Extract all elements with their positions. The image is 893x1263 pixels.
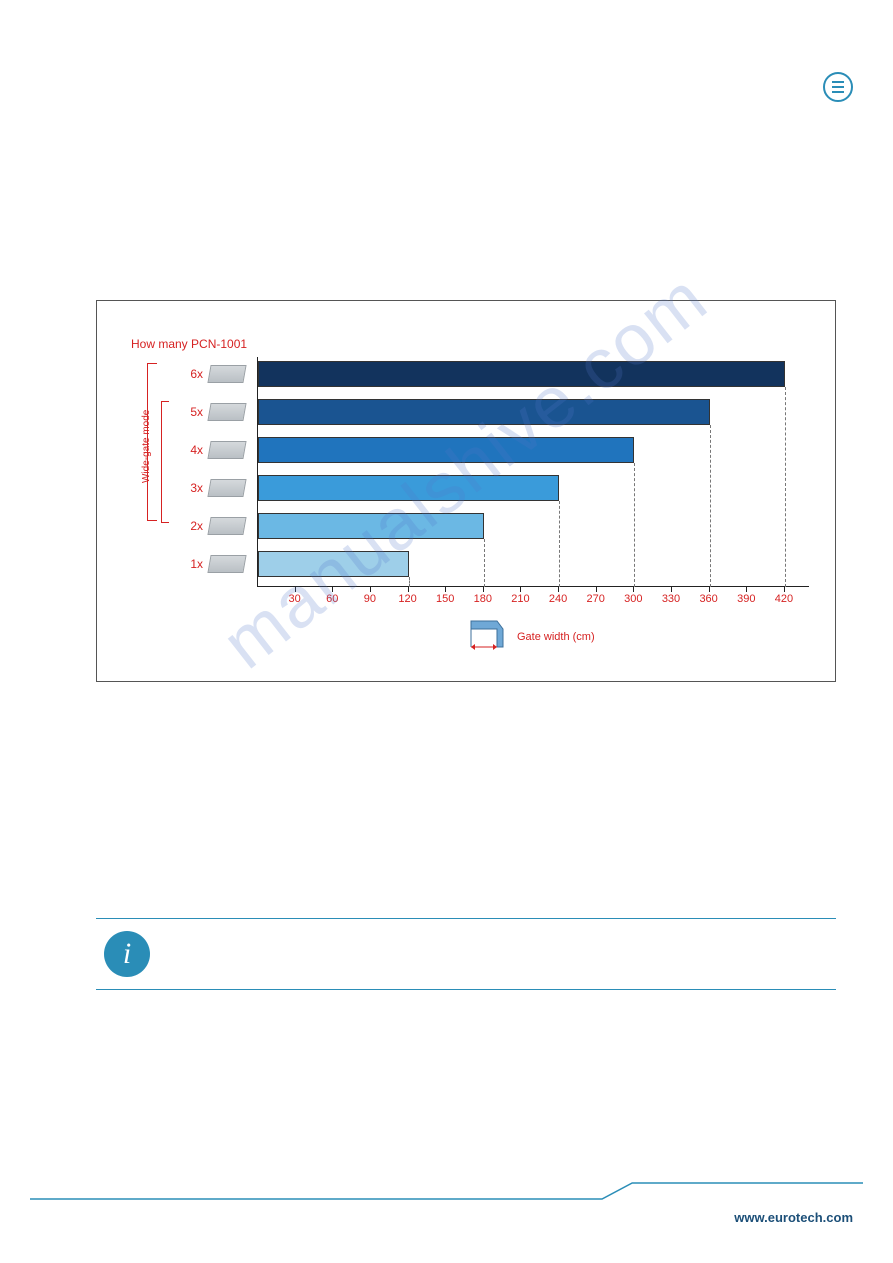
x-tick: 330 — [659, 593, 683, 605]
y-label: 4x — [181, 443, 203, 457]
info-icon: i — [104, 931, 150, 977]
x-tick: 270 — [584, 593, 608, 605]
x-tick-mark — [483, 587, 484, 592]
x-tick-mark — [408, 587, 409, 592]
x-tick-mark — [558, 587, 559, 592]
bar-row — [258, 399, 710, 425]
x-tick-mark — [709, 587, 710, 592]
bar-row — [258, 437, 634, 463]
x-tick-mark — [445, 587, 446, 592]
device-icon — [207, 365, 246, 383]
bar — [258, 361, 785, 387]
info-callout: i — [96, 918, 836, 990]
drop-line — [710, 425, 711, 587]
x-tick: 60 — [320, 593, 344, 605]
device-icon — [207, 441, 246, 459]
x-tick-mark — [520, 587, 521, 592]
x-tick-mark — [295, 587, 296, 592]
bar-row — [258, 361, 785, 387]
bar-row — [258, 475, 559, 501]
x-tick: 150 — [433, 593, 457, 605]
x-tick: 120 — [396, 593, 420, 605]
y-label: 5x — [181, 405, 203, 419]
y-label: 6x — [181, 367, 203, 381]
drop-line — [785, 387, 786, 587]
drop-line — [484, 539, 485, 587]
gate-width-icon — [467, 617, 507, 653]
device-icon — [207, 555, 246, 573]
bar-row — [258, 513, 484, 539]
bar — [258, 513, 484, 539]
x-tick-mark — [784, 587, 785, 592]
footer-url[interactable]: www.eurotech.com — [734, 1210, 853, 1225]
x-tick: 420 — [772, 593, 796, 605]
drop-line — [634, 463, 635, 587]
footer-url-suffix: .com — [823, 1210, 853, 1225]
x-tick-mark — [671, 587, 672, 592]
x-tick: 180 — [471, 593, 495, 605]
bar — [258, 437, 634, 463]
bracket-outer — [147, 363, 157, 521]
y-label: 1x — [181, 557, 203, 571]
footer-url-prefix: www. — [734, 1210, 767, 1225]
bar — [258, 399, 710, 425]
x-tick-mark — [746, 587, 747, 592]
x-tick-mark — [370, 587, 371, 592]
drop-line — [559, 501, 560, 587]
bar-row — [258, 551, 409, 577]
device-icon — [207, 403, 246, 421]
x-tick-mark — [633, 587, 634, 592]
bar — [258, 475, 559, 501]
x-tick-mark — [332, 587, 333, 592]
bar — [258, 551, 409, 577]
y-label: 3x — [181, 481, 203, 495]
bracket-inner — [161, 401, 169, 523]
x-tick: 240 — [546, 593, 570, 605]
chart-title: How many PCN-1001 — [131, 337, 247, 351]
drop-line — [409, 577, 410, 587]
x-tick: 390 — [734, 593, 758, 605]
chart-container: How many PCN-1001 Wide-gate mode Gate wi… — [96, 300, 836, 682]
y-label: 2x — [181, 519, 203, 533]
footer-divider — [30, 1179, 863, 1203]
menu-icon[interactable] — [823, 72, 853, 102]
x-tick: 300 — [621, 593, 645, 605]
x-tick: 90 — [358, 593, 382, 605]
x-axis-label: Gate width (cm) — [517, 631, 595, 643]
plot-area — [257, 357, 809, 587]
x-tick-mark — [596, 587, 597, 592]
x-tick: 360 — [697, 593, 721, 605]
device-icon — [207, 479, 246, 497]
footer-url-domain: eurotech — [768, 1210, 823, 1225]
device-icon — [207, 517, 246, 535]
x-tick: 30 — [283, 593, 307, 605]
x-tick: 210 — [508, 593, 532, 605]
